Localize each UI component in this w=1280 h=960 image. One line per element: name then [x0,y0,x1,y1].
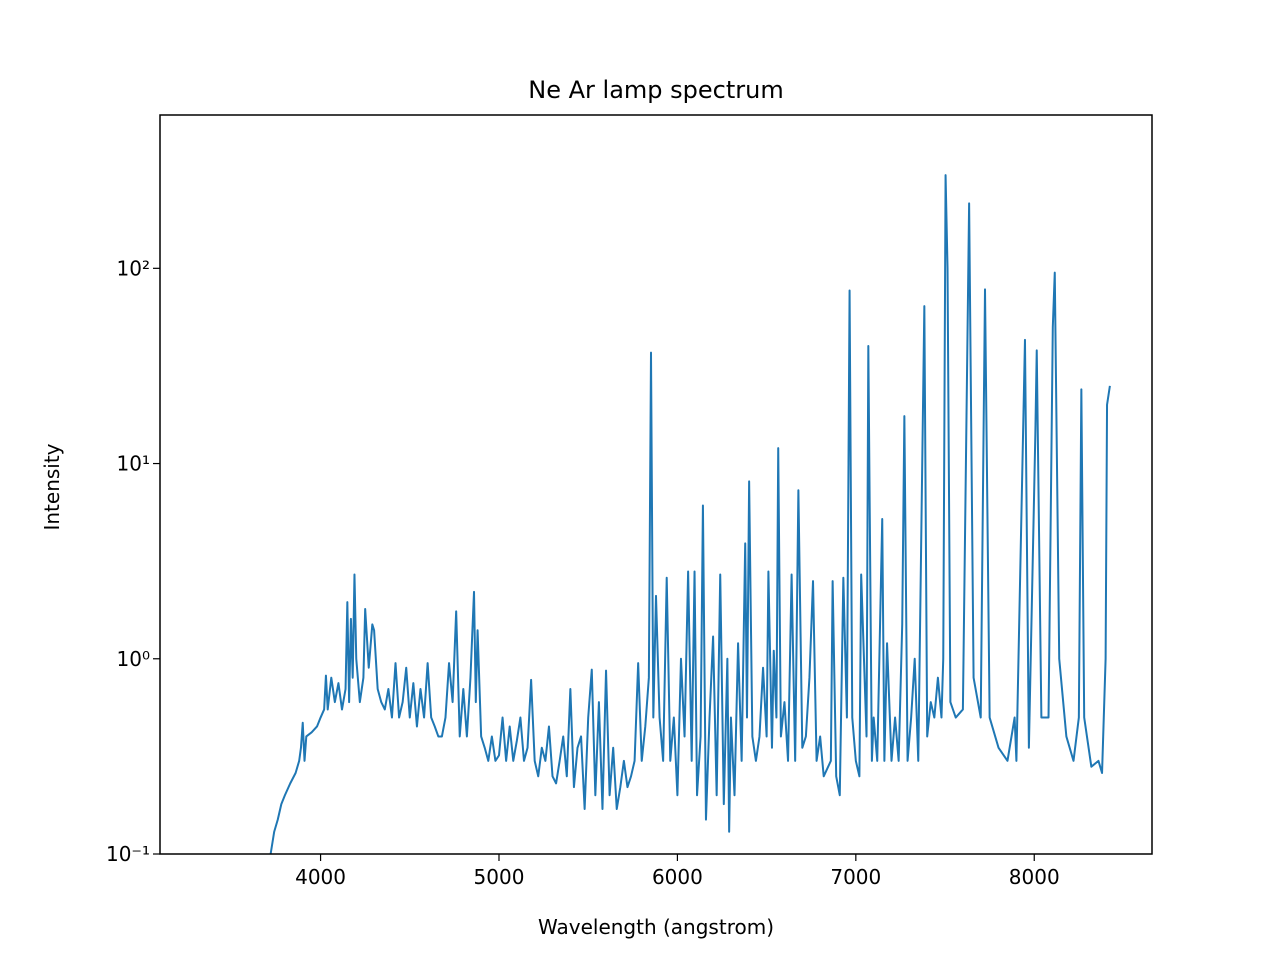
spectrum-line [269,174,1111,854]
y-tick-label: 10⁻¹ [106,842,150,866]
x-tick-label: 6000 [652,865,703,889]
x-tick-label: 8000 [1009,865,1060,889]
plot-area [269,174,1111,854]
x-tick-label: 7000 [830,865,881,889]
x-tick-label: 5000 [474,865,525,889]
chart-title: Ne Ar lamp spectrum [528,76,783,104]
y-axis-label: Intensity [40,443,64,530]
x-tick-label: 4000 [295,865,346,889]
y-tick-label: 10¹ [117,452,150,476]
axes-frame [159,114,1153,855]
y-tick-label: 10² [117,256,150,280]
x-axis-label: Wavelength (angstrom) [538,915,774,939]
y-tick-label: 10⁰ [117,647,150,671]
